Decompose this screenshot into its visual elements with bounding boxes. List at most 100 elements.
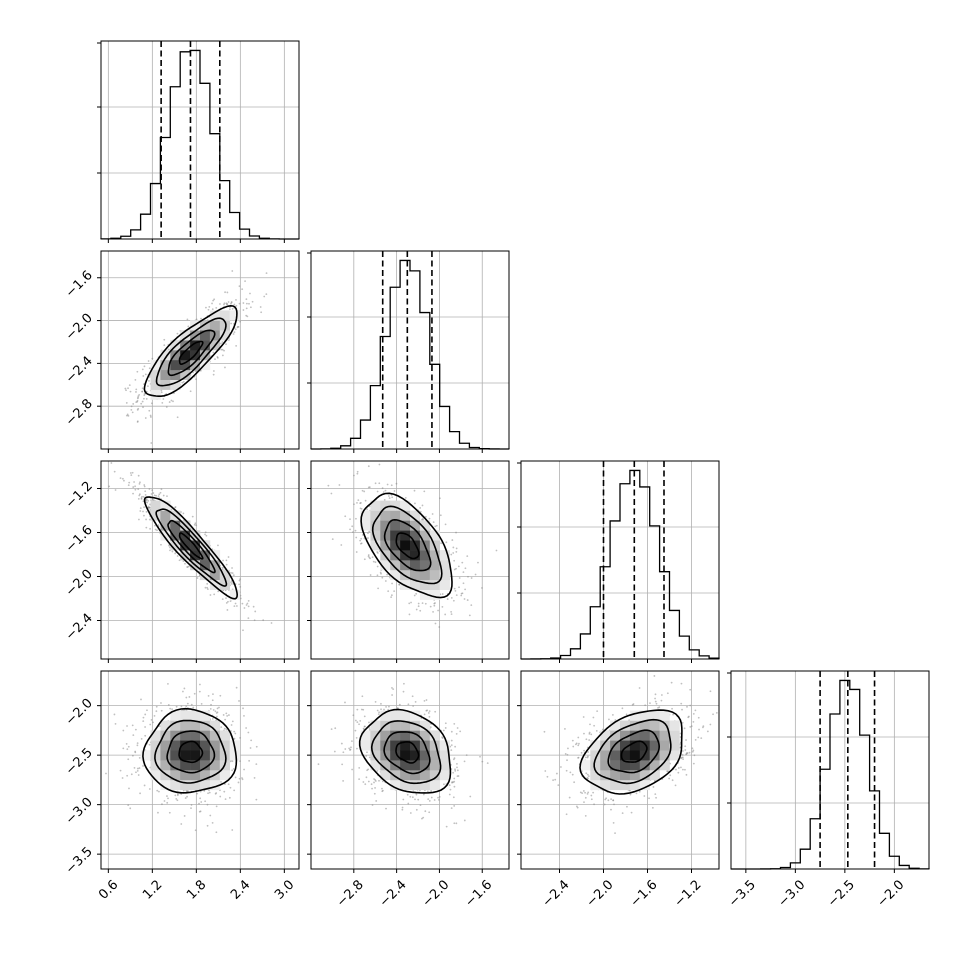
scatter-point	[592, 791, 595, 794]
scatter-point	[351, 768, 354, 771]
scatter-point	[143, 484, 146, 486]
density-cell	[170, 379, 181, 390]
density-cell	[400, 550, 411, 561]
density-cell	[390, 569, 401, 581]
scatter-point	[151, 498, 154, 501]
scatter-point	[582, 716, 585, 718]
scatter-point	[132, 403, 135, 405]
scatter-point	[233, 303, 236, 306]
density-cell	[360, 510, 371, 521]
scatter-point	[458, 577, 461, 579]
scatter-point	[666, 692, 669, 695]
density-cell	[669, 750, 680, 761]
scatter-point	[453, 777, 456, 780]
scatter-point	[464, 588, 467, 591]
density-cell	[610, 720, 621, 731]
scatter-point	[596, 710, 599, 713]
contour-line	[166, 730, 216, 774]
scatter-point	[249, 306, 252, 309]
density-cell	[209, 730, 221, 741]
scatter-point	[167, 703, 170, 706]
density-cell	[160, 720, 171, 731]
scatter-point	[239, 585, 242, 588]
scatter-point	[135, 401, 138, 403]
density-cell	[180, 760, 191, 771]
scatter-point	[586, 773, 589, 776]
scatter-point	[694, 709, 697, 712]
scatter-point	[386, 573, 389, 576]
density-cell	[600, 740, 611, 751]
density-cell	[190, 779, 201, 791]
scatter-point	[381, 487, 384, 490]
scatter-point	[216, 715, 218, 718]
density-cell	[219, 320, 230, 331]
scatter-point	[206, 582, 209, 585]
density-cell	[150, 510, 161, 521]
density-cell	[639, 710, 650, 721]
scatter-point	[230, 302, 232, 305]
scatter-point	[440, 542, 443, 545]
scatter-point	[246, 602, 249, 605]
density-cell	[200, 750, 211, 761]
density-cell	[400, 779, 411, 791]
scatter-point	[680, 682, 683, 685]
scatter-point	[195, 524, 198, 527]
scatter-point	[249, 747, 252, 749]
scatter-point	[577, 756, 580, 759]
scatter-point	[667, 770, 669, 773]
histogram-step-line	[100, 49, 300, 240]
scatter-point	[685, 753, 688, 755]
scatter-point	[238, 285, 241, 288]
histogram-step-line	[310, 259, 510, 450]
density-cell	[180, 350, 191, 361]
scatter-point	[438, 796, 441, 798]
scatter-point	[223, 349, 225, 352]
density-cell	[629, 750, 641, 761]
scatter-point	[145, 510, 148, 513]
scatter-point	[331, 538, 334, 540]
scatter-point	[170, 508, 173, 511]
density-cell	[160, 359, 171, 371]
density-cell	[380, 510, 391, 521]
scatter-point	[359, 719, 362, 722]
scatter-point	[571, 739, 574, 742]
scatter-point	[245, 298, 248, 301]
scatter-point	[589, 723, 591, 726]
scatter-point	[218, 706, 220, 709]
scatter-point	[368, 727, 371, 729]
scatter-point	[194, 829, 197, 832]
scatter-point	[577, 744, 580, 747]
density-cell	[410, 740, 421, 751]
scatter-point	[681, 721, 684, 724]
scatter-point	[457, 565, 460, 568]
scatter-point	[715, 712, 718, 714]
scatter-point	[629, 789, 631, 792]
scatter-point	[417, 605, 420, 608]
density-cell	[659, 730, 670, 741]
scatter-point	[225, 563, 228, 566]
density-cell	[639, 730, 650, 741]
scatter-point	[145, 398, 148, 400]
scatter-point	[415, 808, 418, 811]
scatter-point	[456, 762, 458, 765]
histogram-panel-2	[307, 250, 510, 453]
scatter-point	[384, 489, 387, 492]
scatter-point	[453, 722, 456, 725]
scatter-point	[146, 709, 148, 712]
density-cell	[390, 720, 401, 731]
scatter-point	[158, 493, 161, 496]
density-cell	[649, 760, 660, 771]
density-cell	[429, 740, 440, 751]
scatter-point	[136, 742, 139, 745]
scatter-point	[219, 795, 222, 798]
scatter-point	[428, 517, 431, 520]
scatter-point	[149, 414, 152, 417]
scatter-point	[165, 406, 168, 408]
density-cell	[170, 520, 181, 531]
scatter-point	[219, 303, 221, 305]
scatter-point	[439, 514, 442, 517]
scatter-point	[677, 767, 680, 769]
scatter-point	[212, 351, 215, 354]
scatter-point	[452, 781, 455, 784]
density-cell	[209, 579, 221, 590]
